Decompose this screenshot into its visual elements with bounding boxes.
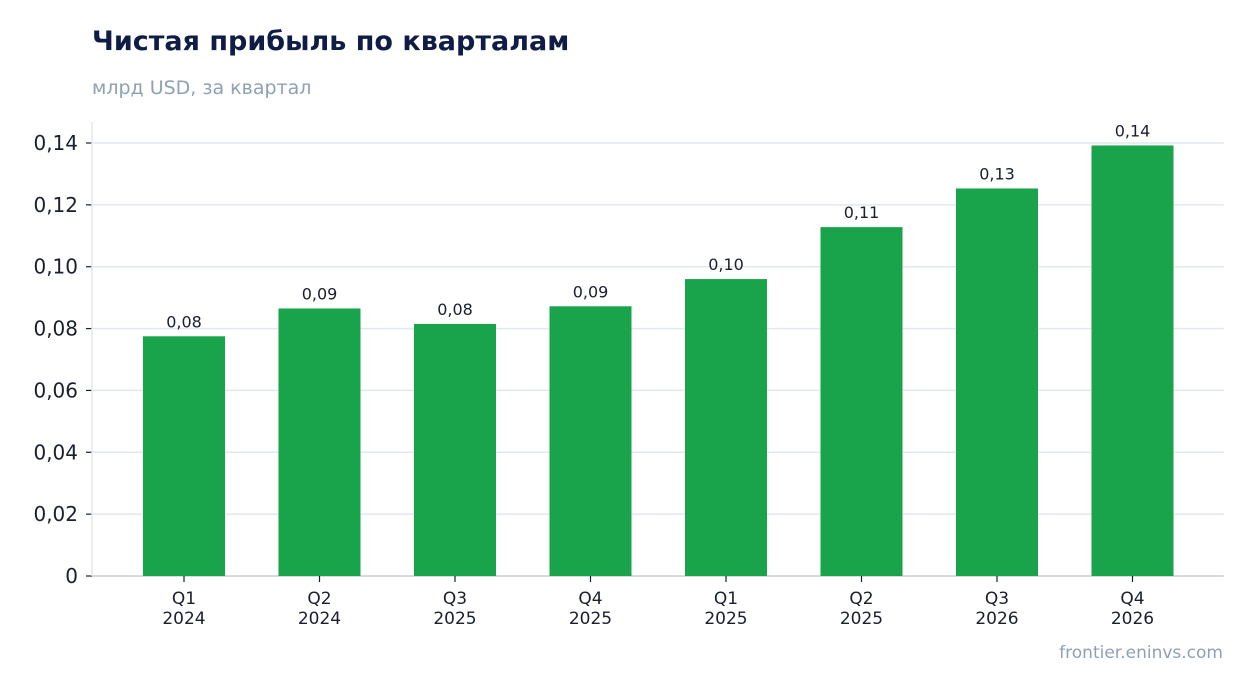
y-tick-label: 0,10 bbox=[33, 255, 78, 279]
data-label: 0,13 bbox=[979, 164, 1015, 183]
x-tick-label: Q2 2024 bbox=[298, 589, 341, 629]
y-tick-label: 0 bbox=[65, 564, 78, 588]
x-tick-label: Q4 2025 bbox=[569, 589, 612, 629]
data-label: 0,09 bbox=[302, 284, 338, 303]
y-tick-label: 0,14 bbox=[33, 131, 78, 155]
x-tick-year: 2026 bbox=[1111, 609, 1154, 629]
bar bbox=[278, 308, 361, 576]
x-tick-year: 2025 bbox=[704, 609, 747, 629]
x-tick-quarter: Q1 bbox=[172, 589, 196, 609]
x-tick-year: 2025 bbox=[569, 609, 612, 629]
bar bbox=[143, 336, 225, 576]
x-tick-year: 2026 bbox=[975, 609, 1018, 629]
y-tick-label: 0,02 bbox=[33, 502, 78, 526]
x-tick-year: 2024 bbox=[162, 609, 205, 629]
data-label: 0,08 bbox=[166, 312, 202, 331]
data-label: 0,08 bbox=[437, 300, 473, 319]
y-tick-label: 0,06 bbox=[33, 378, 78, 402]
data-label: 0,11 bbox=[844, 203, 880, 222]
x-tick-quarter: Q4 bbox=[1120, 589, 1144, 609]
x-tick-year: 2025 bbox=[840, 609, 883, 629]
x-tick-quarter: Q1 bbox=[714, 589, 738, 609]
source-credit: frontier.eninvs.com bbox=[1059, 643, 1223, 663]
x-tick-label: Q4 2026 bbox=[1111, 589, 1154, 629]
bar bbox=[414, 323, 496, 576]
bar bbox=[1091, 145, 1174, 576]
data-label: 0,10 bbox=[708, 255, 744, 274]
y-tick-label: 0,04 bbox=[33, 440, 78, 464]
x-tick-label: Q1 2024 bbox=[162, 589, 205, 629]
x-tick-quarter: Q3 bbox=[985, 589, 1009, 609]
x-tick-quarter: Q3 bbox=[443, 589, 467, 609]
data-label: 0,14 bbox=[1115, 121, 1151, 140]
data-label: 0,09 bbox=[573, 282, 609, 301]
chart-title: Чистая прибыль по кварталам bbox=[92, 26, 570, 57]
bar bbox=[549, 306, 632, 576]
x-tick-label: Q3 2026 bbox=[975, 589, 1018, 629]
chart-subtitle: млрд USD, за квартал bbox=[92, 77, 312, 99]
x-tick-year: 2025 bbox=[433, 609, 476, 629]
y-tick-label: 0,12 bbox=[33, 193, 78, 217]
x-tick-label: Q1 2025 bbox=[704, 589, 747, 629]
bar bbox=[820, 227, 903, 576]
x-tick-label: Q3 2025 bbox=[433, 589, 476, 629]
x-tick-year: 2024 bbox=[298, 609, 341, 629]
x-tick-quarter: Q4 bbox=[578, 589, 602, 609]
x-tick-label: Q2 2025 bbox=[840, 589, 883, 629]
bar bbox=[685, 279, 767, 576]
y-tick-label: 0,08 bbox=[33, 317, 78, 341]
x-tick-quarter: Q2 bbox=[307, 589, 331, 609]
bar bbox=[956, 188, 1038, 576]
x-tick-quarter: Q2 bbox=[849, 589, 873, 609]
